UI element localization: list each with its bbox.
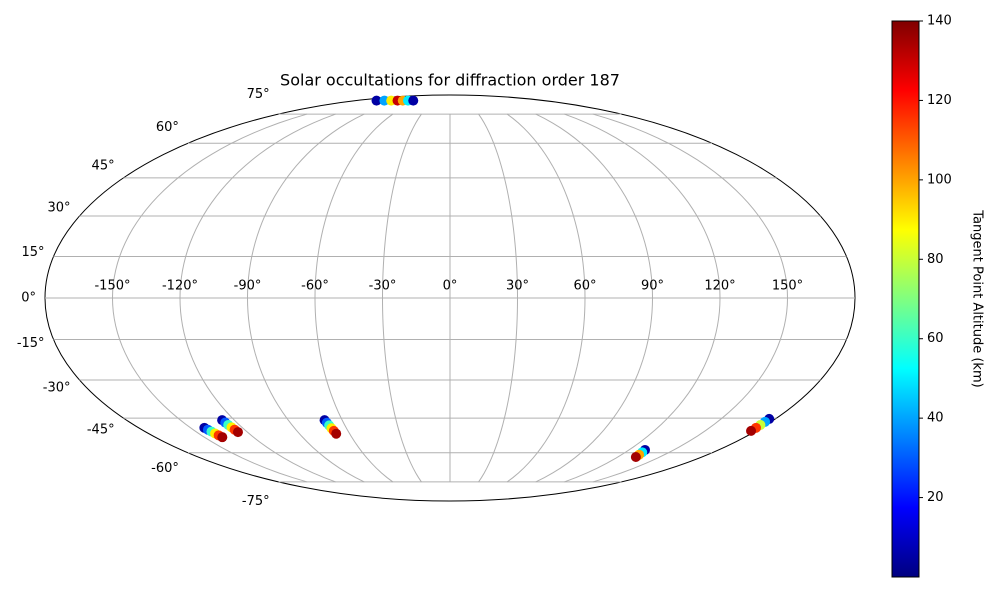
x-tick-label: 120° <box>704 279 735 294</box>
colorbar-label: Tangent Point Altitude (km) <box>970 209 985 387</box>
data-point <box>408 95 419 106</box>
y-tick-label: 60° <box>156 120 179 135</box>
colorbar-tick-label: 80 <box>927 252 944 267</box>
x-tick-label: -90° <box>234 279 262 294</box>
colorbar-tick-label: 140 <box>927 14 952 29</box>
y-tick-label: -15° <box>17 336 45 351</box>
x-tick-label: 30° <box>506 279 529 294</box>
grid-line <box>592 113 789 483</box>
grid-line <box>535 113 654 483</box>
grid-line <box>246 113 365 483</box>
y-tick-label: 45° <box>92 159 115 174</box>
y-tick-label: 15° <box>22 245 45 260</box>
x-tick-label: 90° <box>641 279 664 294</box>
y-tick-label: -45° <box>87 422 115 437</box>
chart-title: Solar occultations for diffraction order… <box>280 71 620 90</box>
x-tick-label: 150° <box>772 279 803 294</box>
data-point <box>746 425 757 436</box>
y-tick-label: 75° <box>247 87 270 102</box>
grid-line <box>314 113 394 483</box>
data-point <box>217 432 228 443</box>
colorbar <box>891 20 920 578</box>
grid-line <box>179 113 336 483</box>
y-tick-label: -60° <box>151 461 179 476</box>
data-point <box>331 428 342 439</box>
grid-line <box>111 113 308 483</box>
x-tick-label: -30° <box>369 279 397 294</box>
x-tick-label: -150° <box>94 279 130 294</box>
grid-line <box>506 113 586 483</box>
colorbar-tick-label: 120 <box>927 93 952 108</box>
data-point <box>232 427 243 438</box>
grid-line <box>478 113 519 483</box>
y-tick-label: -30° <box>43 380 71 395</box>
colorbar-tick-label: 40 <box>927 411 944 426</box>
grid-line <box>564 113 721 483</box>
x-tick-label: 60° <box>573 279 596 294</box>
y-tick-label: 30° <box>47 201 70 216</box>
grid-line <box>381 113 422 483</box>
colorbar-tick-label: 100 <box>927 172 952 187</box>
x-tick-label: -60° <box>301 279 329 294</box>
colorbar-tick-label: 20 <box>927 490 944 505</box>
x-tick-label: 0° <box>443 279 458 294</box>
data-point <box>630 452 641 463</box>
y-tick-label: -75° <box>242 494 270 509</box>
data-point <box>371 95 382 106</box>
x-tick-label: -120° <box>162 279 198 294</box>
y-tick-label: 0° <box>21 291 36 306</box>
colorbar-tick-label: 60 <box>927 331 944 346</box>
